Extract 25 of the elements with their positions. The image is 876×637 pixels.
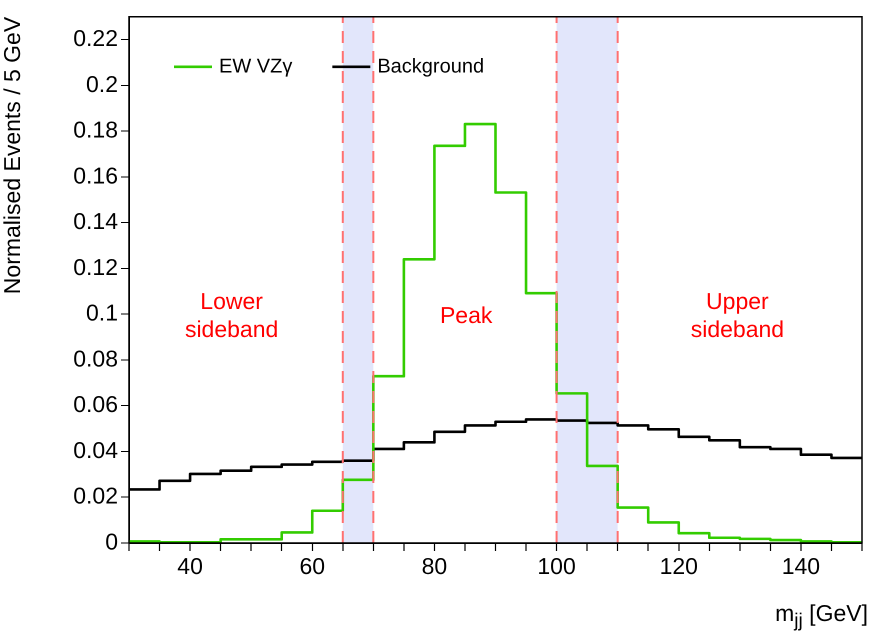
- x-tick-label: 60: [299, 553, 326, 580]
- annotation: Peak: [440, 302, 493, 328]
- y-tick-label: 0.22: [73, 25, 118, 52]
- y-tick-label: 0.06: [73, 391, 118, 418]
- y-tick-label: 0.04: [73, 436, 118, 463]
- y-tick-label: 0.2: [86, 70, 118, 97]
- y-axis-title: Normalised Events / 5 GeV: [0, 16, 26, 294]
- legend-label: EW VZγ: [219, 55, 292, 78]
- y-tick-label: 0.08: [73, 345, 118, 372]
- x-tick-label: 140: [782, 553, 820, 580]
- x-tick-label: 40: [177, 553, 203, 580]
- y-tick-label: 0.1: [86, 300, 118, 326]
- annotation: Upper sideband: [690, 288, 784, 342]
- annotation: Lower sideband: [184, 288, 278, 342]
- x-tick-label: 80: [422, 553, 448, 580]
- x-tick-label: 120: [660, 553, 698, 580]
- legend-label: Background: [377, 55, 484, 78]
- x-tick-label: 100: [537, 553, 576, 580]
- x-axis-title: m$_{jj}$ [GeV]: [775, 600, 868, 633]
- y-tick-label: 0.02: [73, 482, 118, 509]
- y-tick-label: 0.12: [73, 254, 118, 280]
- y-tick-label: 0: [105, 528, 118, 554]
- y-tick-label: 0.14: [73, 208, 118, 234]
- y-tick-label: 0.16: [73, 162, 118, 188]
- y-tick-label: 0.18: [73, 116, 118, 143]
